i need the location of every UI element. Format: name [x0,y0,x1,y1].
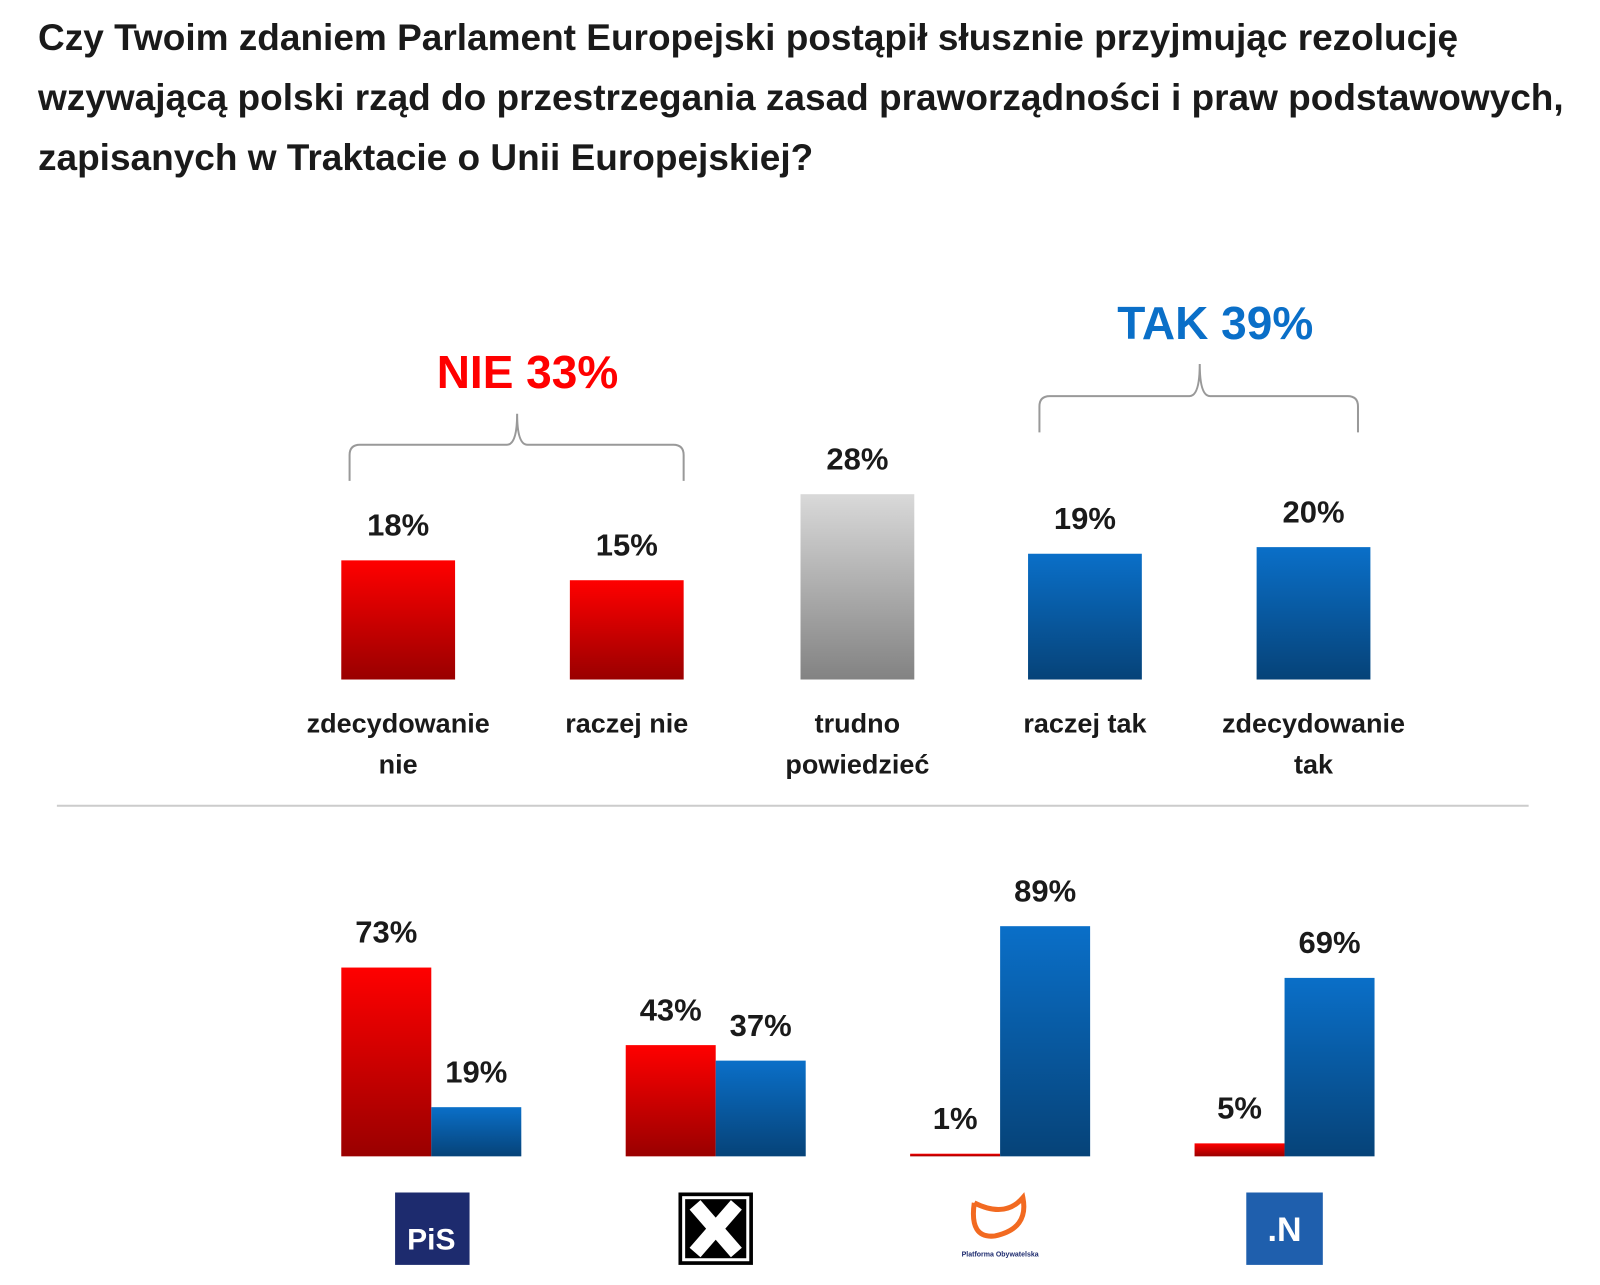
value-label: 73% [355,915,417,950]
undefined: 19% [1054,501,1116,536]
x-tick-label: raczej nie [565,708,688,738]
logo-text: Platforma Obywatelska [962,1252,1039,1259]
bracket [348,413,685,481]
value-label: 5% [1217,1091,1262,1126]
value-label: 69% [1299,925,1361,960]
logo-pis [395,1192,470,1265]
value-label: 89% [1014,873,1076,908]
logo-po [970,1192,1027,1239]
bar-shade [1194,1143,1285,1157]
bar-shade [569,580,684,680]
undefined: 15% [596,527,658,562]
annotation: NIE 33% [437,346,619,398]
bar-shade [1284,977,1375,1157]
bar-shade [1028,553,1142,680]
x-tick-label: zdecydowanie nie [307,708,490,779]
chart-title: Czy Twoim zdaniem Parlament Europejski p… [38,17,1564,178]
x-tick-label: zdecydowanie tak [1222,708,1405,779]
bar-shade [800,494,915,680]
logo-n [1246,1192,1323,1265]
value-label: 1% [933,1101,978,1136]
x-tick-label: trudno powiedzieć [785,708,929,779]
undefined: 28% [826,441,888,476]
annotation: TAK 39% [1117,297,1313,349]
x-tick-label: raczej tak [1023,708,1147,738]
logo-kukiz-x [689,1200,742,1258]
logo-text: PiS [407,1223,455,1256]
value-label: 43% [640,992,702,1027]
bar-shade [341,560,456,680]
bar-shade [1000,926,1091,1157]
logo-kukiz-frame [682,1196,750,1262]
value-label: 37% [730,1008,792,1043]
bar-shade [341,967,432,1157]
value-label: 19% [445,1054,507,1089]
bar-shade [1256,547,1371,680]
bar-shade [625,1045,716,1157]
bar-shade [715,1060,806,1157]
bracket [1038,364,1359,433]
bar-shade [910,1153,1001,1157]
undefined: 20% [1282,494,1344,529]
undefined: 18% [367,508,429,543]
bar-shade [431,1107,522,1157]
decorations [56,364,1529,1265]
logo-text: .N [1268,1211,1302,1249]
